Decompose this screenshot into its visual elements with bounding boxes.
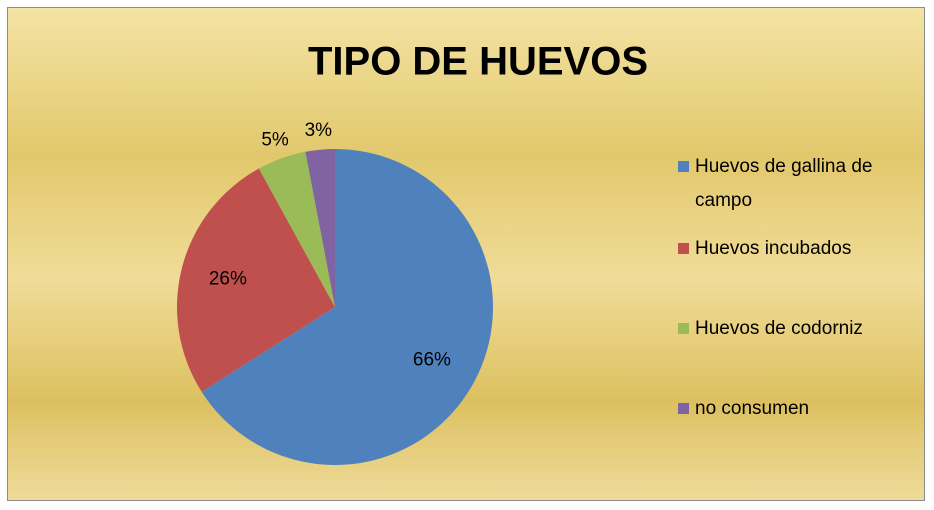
legend-label: Huevos incubados bbox=[695, 238, 852, 259]
legend-swatch bbox=[678, 161, 689, 172]
pie-slice bbox=[258, 151, 335, 307]
legend-swatch bbox=[678, 403, 689, 414]
data-label: 66% bbox=[413, 349, 451, 370]
legend-item: Huevos incubados bbox=[678, 232, 926, 266]
pie-slice bbox=[305, 149, 335, 307]
legend-swatch bbox=[678, 323, 689, 334]
legend-item: Huevos de codorniz bbox=[678, 312, 926, 346]
data-label: 26% bbox=[209, 269, 247, 290]
legend-label: Huevos de codorniz bbox=[695, 318, 863, 339]
chart-title: TIPO DE HUEVOS bbox=[308, 40, 648, 84]
legend-swatch bbox=[678, 243, 689, 254]
pie-slice bbox=[201, 149, 493, 465]
legend-item: no consumen bbox=[678, 392, 926, 426]
data-label: 5% bbox=[261, 130, 289, 151]
pie-slice bbox=[176, 168, 335, 392]
legend-label: no consumen bbox=[695, 398, 810, 419]
legend-item: Huevos de gallina de campo bbox=[678, 150, 926, 218]
data-label: 3% bbox=[305, 120, 333, 141]
legend-label: Huevos de gallina de campo bbox=[695, 156, 873, 211]
